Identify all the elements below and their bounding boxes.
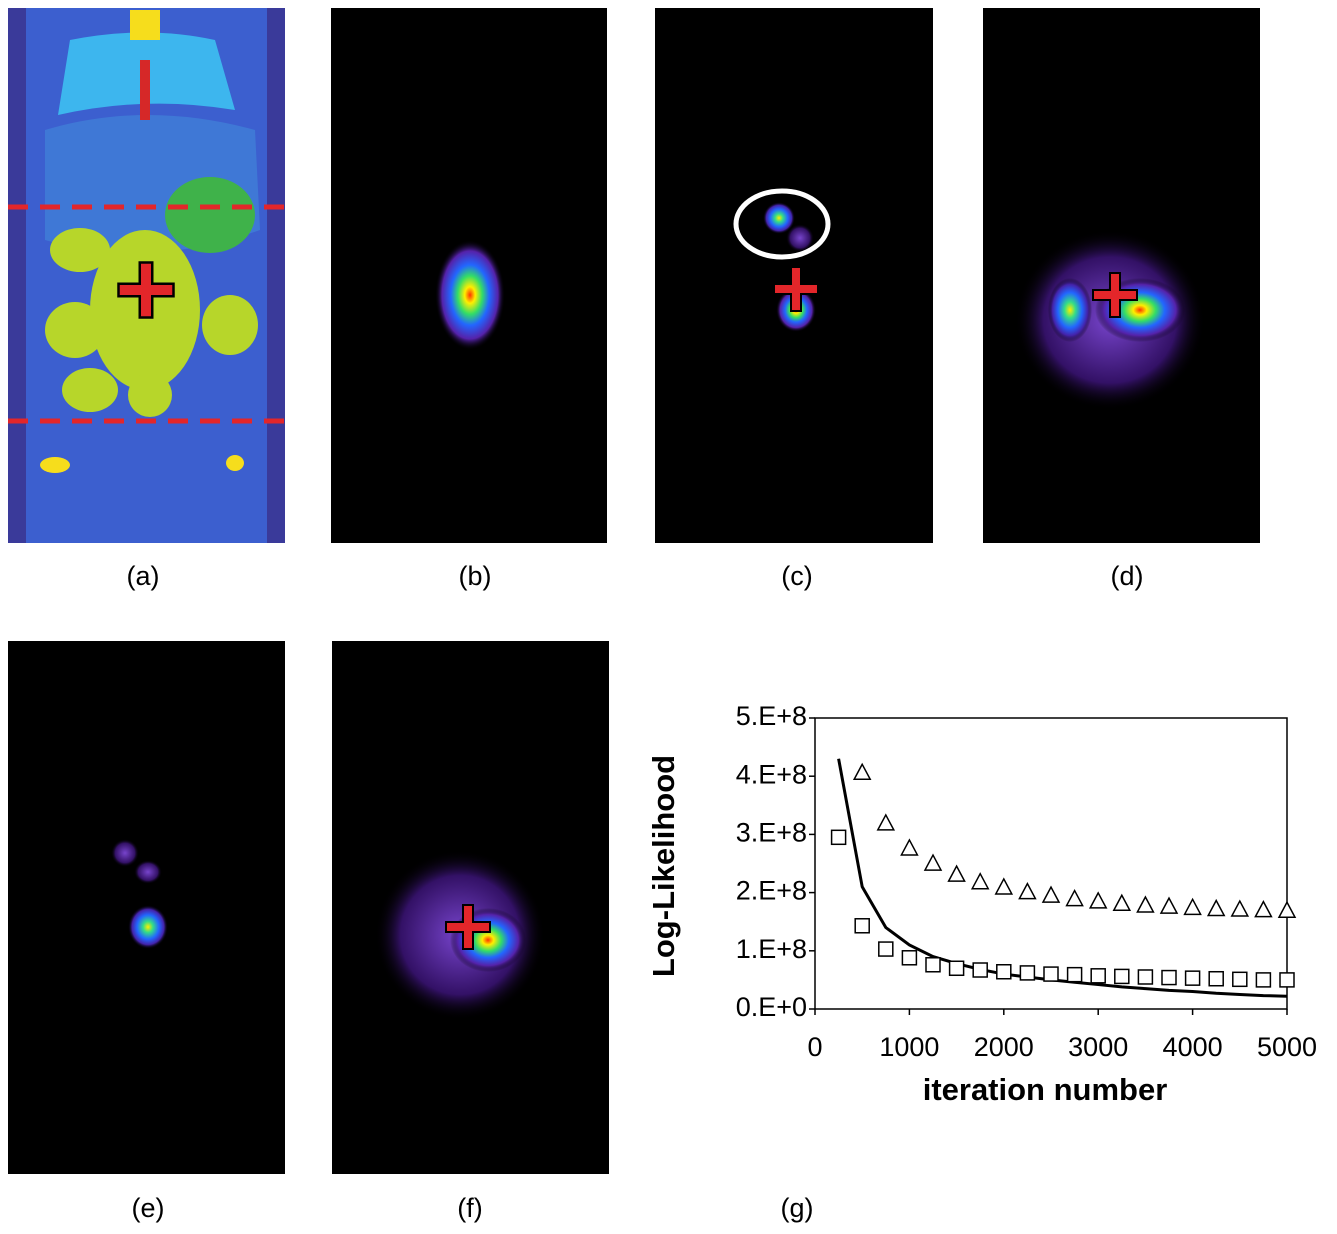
panel-label: (b) [459, 561, 492, 591]
triangle-marker [1112, 893, 1132, 911]
panel-c [655, 8, 933, 543]
y-tick-label: 0.E+0 [736, 992, 807, 1022]
y-axis-label: Log-Likelihood [646, 755, 681, 977]
panel-label: (f) [457, 1193, 482, 1223]
y-tick-label: 1.E+8 [736, 934, 807, 964]
triangle-marker [1230, 899, 1250, 917]
square-marker [1184, 970, 1201, 986]
y-tick-label: 2.E+8 [736, 876, 807, 906]
square-marker [1090, 968, 1106, 984]
square-marker [948, 960, 965, 977]
square-marker [1255, 972, 1272, 988]
square-marker [996, 964, 1012, 980]
square-marker [1232, 971, 1248, 988]
panel-d [983, 8, 1260, 543]
triangle-marker [1206, 898, 1226, 917]
y-tick-label: 3.E+8 [736, 818, 807, 848]
square-marker [830, 829, 847, 846]
plot-frame [814, 717, 1288, 1010]
triangle-marker [1277, 900, 1297, 918]
square-marker [972, 962, 988, 978]
triangle-marker [1065, 888, 1084, 907]
x-axis-label: iteration number [923, 1072, 1168, 1107]
panel-label: (a) [127, 561, 160, 591]
triangle-marker [900, 838, 919, 856]
x-tick-label: 2000 [974, 1032, 1034, 1062]
triangle-marker [923, 853, 943, 871]
x-tick-label: 5000 [1257, 1032, 1317, 1062]
panel-e [8, 641, 285, 1174]
triangle-marker [852, 762, 872, 781]
triangle-marker [1088, 891, 1108, 909]
line [837, 758, 1288, 998]
panel-label: (g) [781, 1193, 814, 1223]
square-marker [925, 957, 941, 973]
triangle-marker [1254, 900, 1273, 918]
y-tick-label: 4.E+8 [736, 759, 807, 789]
triangle-marker [1159, 896, 1179, 914]
triangle-marker [1018, 882, 1037, 900]
panel-label: (e) [132, 1193, 165, 1223]
square-marker [878, 941, 894, 957]
square-marker [1043, 966, 1059, 982]
y-tick-label: 5.E+8 [736, 701, 807, 731]
triangle-marker [994, 877, 1014, 895]
square-marker [1066, 966, 1083, 983]
x-tick-label: 3000 [1068, 1032, 1128, 1062]
square-marker [1208, 970, 1224, 987]
panel-label: (d) [1111, 561, 1144, 591]
square-marker [901, 950, 918, 966]
triangle-marker [947, 864, 966, 882]
square-marker [854, 918, 870, 934]
triangle-marker [1136, 895, 1155, 913]
triangle-marker [970, 872, 990, 890]
panel-f [332, 641, 609, 1174]
square-marker [1114, 968, 1130, 985]
square-marker [1279, 972, 1295, 988]
panel-b [331, 8, 607, 543]
triangle-marker [1183, 897, 1202, 916]
panel-a [8, 8, 285, 543]
square-marker [1019, 965, 1036, 981]
triangle-marker [876, 813, 896, 831]
panel-labels: (a) (b) (c) (d) (e) (f) (g) [127, 561, 1144, 1223]
triangle-marker [1041, 885, 1061, 903]
x-tick-label: 0 [807, 1032, 822, 1062]
x-tick-label: 4000 [1163, 1032, 1223, 1062]
panel-label: (c) [781, 561, 812, 591]
x-tick-label: 1000 [879, 1032, 939, 1062]
square-marker [1161, 969, 1177, 986]
square-marker [1137, 969, 1154, 985]
